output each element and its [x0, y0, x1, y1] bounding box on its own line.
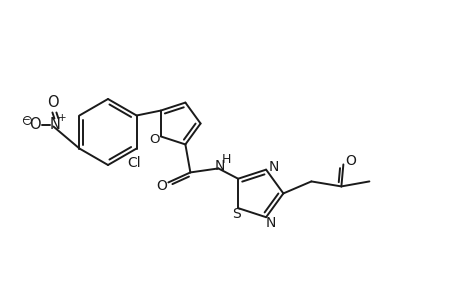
Text: N: N	[214, 159, 224, 173]
Text: H: H	[221, 153, 230, 166]
Text: O: O	[47, 95, 59, 110]
Text: O: O	[156, 179, 167, 194]
Text: N: N	[50, 117, 61, 132]
Text: O: O	[344, 154, 355, 168]
Text: O: O	[29, 117, 41, 132]
Text: N: N	[265, 216, 276, 230]
Text: S: S	[231, 207, 240, 221]
Text: N: N	[269, 160, 279, 174]
Text: +: +	[58, 112, 67, 122]
Text: Cl: Cl	[127, 155, 140, 170]
Text: −: −	[22, 115, 31, 124]
Text: O: O	[149, 133, 160, 146]
